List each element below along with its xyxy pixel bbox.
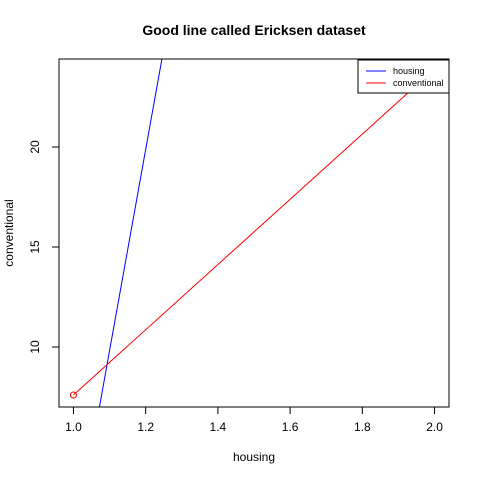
- y-tick-label: 10: [28, 340, 42, 354]
- x-tick-label: 1.8: [354, 420, 371, 434]
- legend-box: [357, 59, 450, 94]
- plot-frame: [58, 58, 450, 408]
- series-layer: [73, 59, 426, 407]
- x-tick-label: 1.6: [282, 420, 299, 434]
- legend-label-housing: housing: [393, 66, 425, 76]
- marker-layer: [69, 391, 77, 399]
- legend: housing conventional: [357, 59, 450, 94]
- y-tick-label: 15: [28, 240, 42, 254]
- y-axis-label: conventional: [2, 199, 16, 266]
- y-axis: 10 15 20: [28, 140, 59, 354]
- x-axis-label: housing: [233, 450, 275, 464]
- chart-title: Good line called Ericksen dataset: [142, 22, 366, 38]
- legend-label-conventional: conventional: [393, 78, 444, 88]
- x-tick-label: 1.4: [210, 420, 227, 434]
- x-tick-label: 2.0: [426, 420, 443, 434]
- series-line-conventional: [73, 76, 426, 396]
- data-point-marker: [69, 391, 77, 399]
- series-line-housing: [98, 59, 163, 407]
- x-tick-label: 1.2: [137, 420, 154, 434]
- x-tick-label: 1.0: [65, 420, 82, 434]
- y-tick-label: 20: [28, 140, 42, 154]
- x-axis: 1.0 1.2 1.4 1.6 1.8 2.0: [65, 407, 443, 434]
